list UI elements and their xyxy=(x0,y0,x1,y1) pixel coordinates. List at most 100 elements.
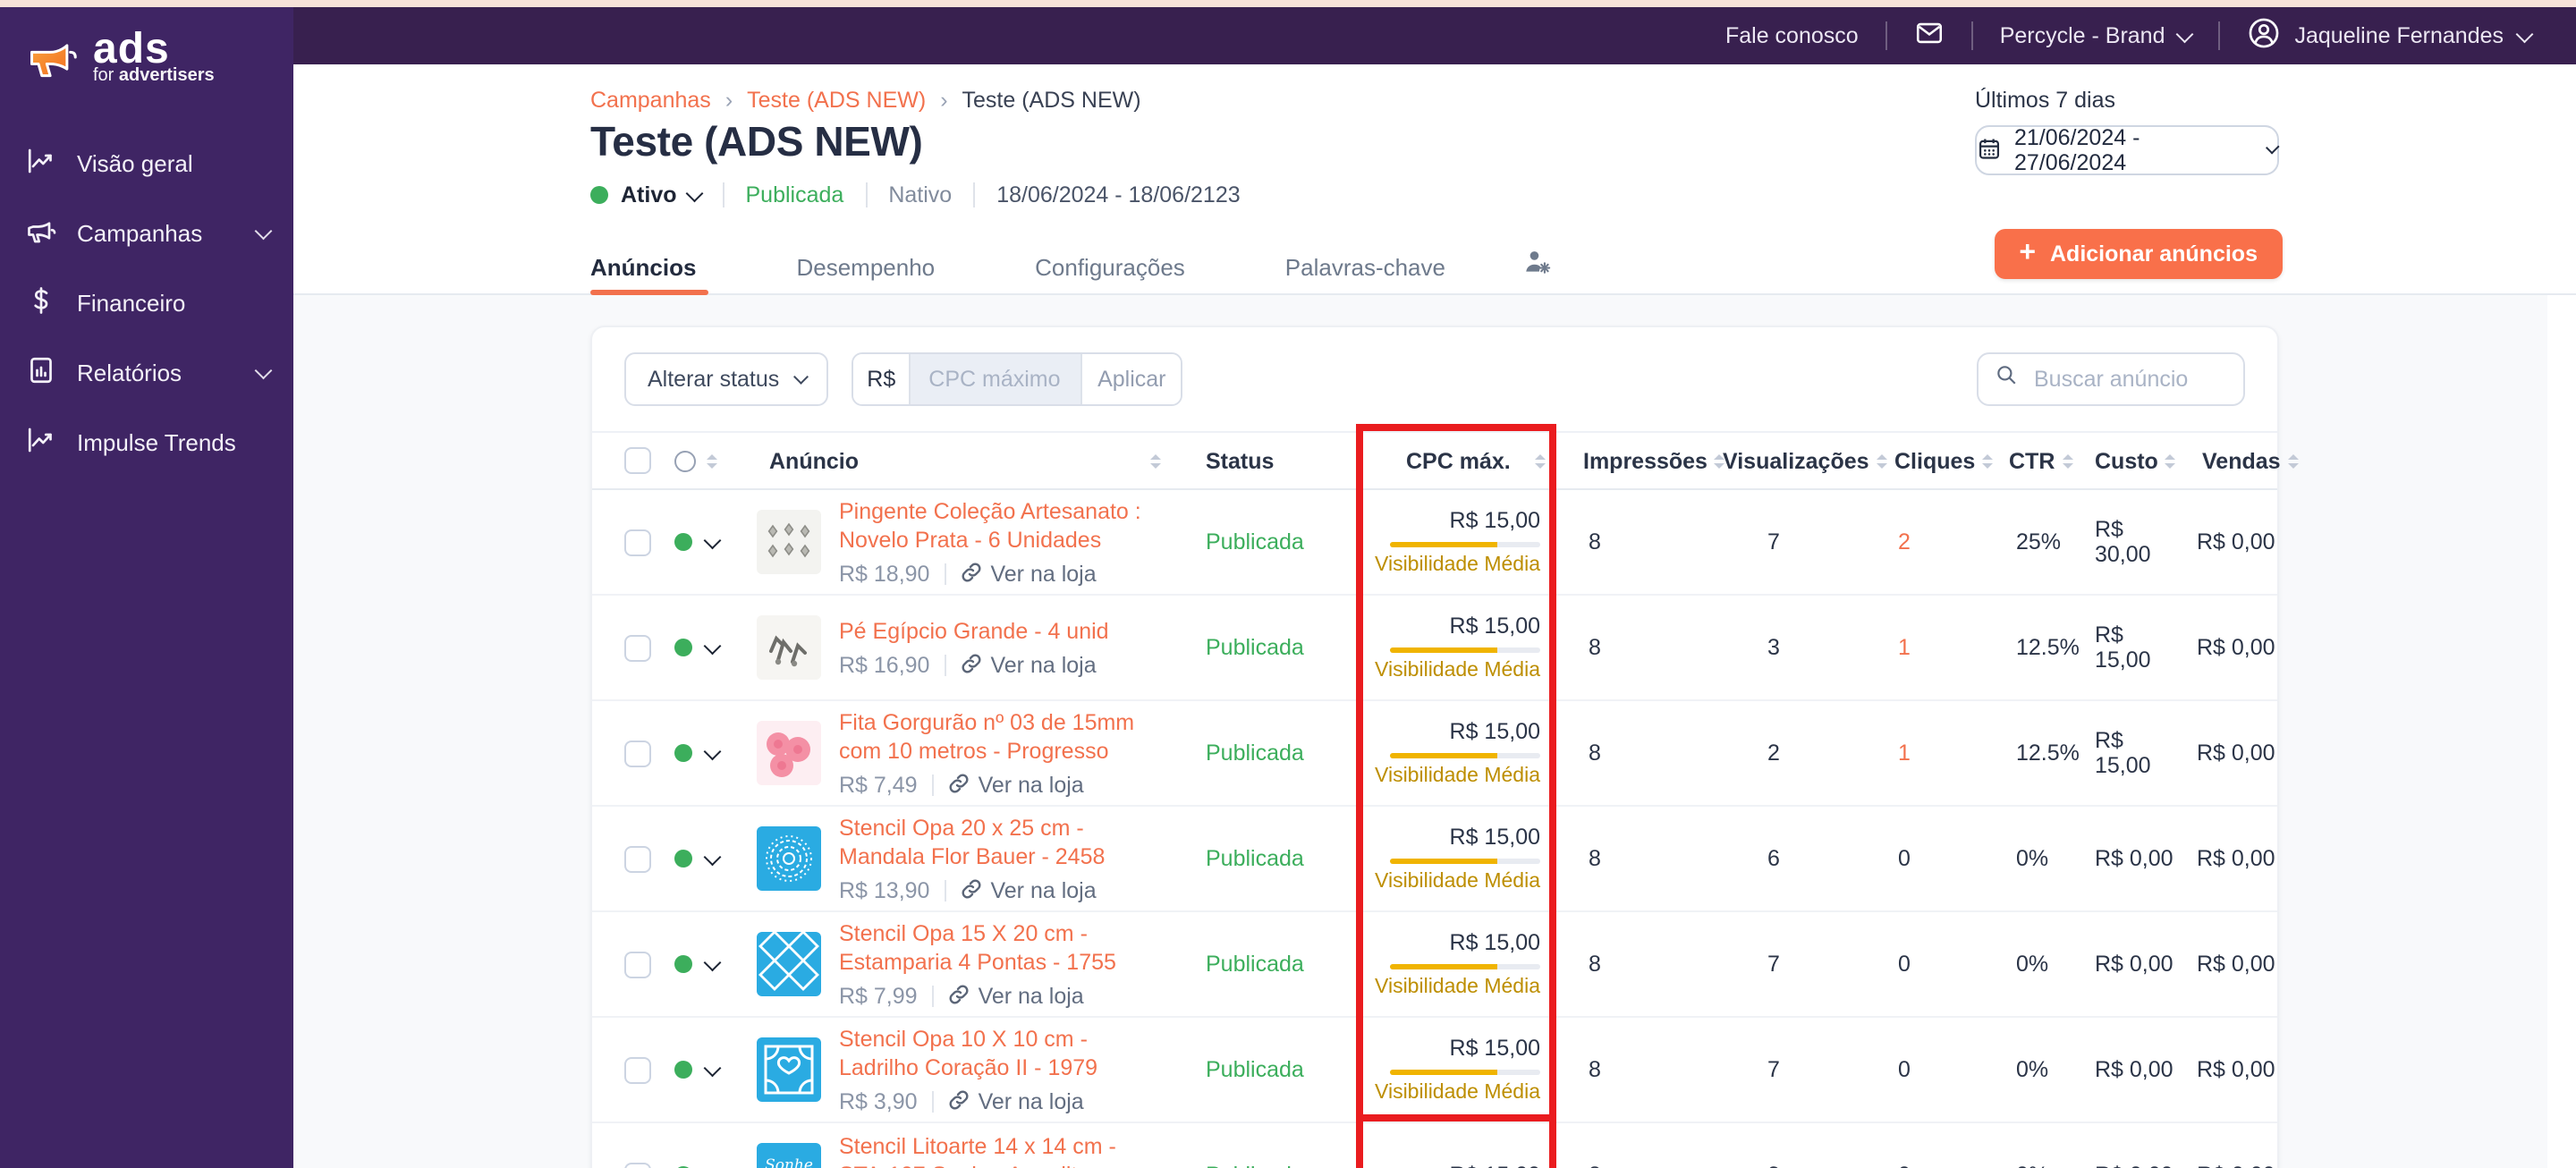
user-menu[interactable]: Jaqueline Fernandes xyxy=(2247,16,2532,55)
column-header-cpc: CPC máx. xyxy=(1406,448,1511,473)
ctr-value: 0% xyxy=(2016,846,2049,871)
column-header-status: Status xyxy=(1206,448,1275,473)
sort-icon[interactable] xyxy=(707,453,717,468)
ctr-value: 12.5% xyxy=(2016,635,2080,660)
scroll-gutter xyxy=(2547,295,2576,1168)
sidebar-item-financeiro[interactable]: Financeiro xyxy=(0,268,293,338)
product-title-link[interactable]: Stencil Opa 15 X 20 cm - Estamparia 4 Po… xyxy=(839,920,1116,974)
product-thumbnail xyxy=(757,721,821,785)
breadcrumb: Campanhas › Teste (ADS NEW) › Teste (ADS NEW… xyxy=(590,88,1141,113)
ctr-value: 0% xyxy=(2016,1057,2049,1082)
sort-icon[interactable] xyxy=(1982,453,1994,468)
product-title-link[interactable]: Pé Egípcio Grande - 4 unid xyxy=(839,618,1109,643)
row-expand-chevron[interactable] xyxy=(704,847,721,865)
breadcrumb-separator: › xyxy=(724,88,733,113)
contact-link[interactable]: Fale conosco xyxy=(1724,23,1859,48)
sidebar-item-impulse-trends[interactable]: Impulse Trends xyxy=(0,408,293,478)
store-link[interactable]: Ver na loja xyxy=(960,561,1097,588)
tabs-bar: Anúncios Desempenho Configurações Palavras-… xyxy=(293,240,2576,295)
visibility-label: Visibilidade Média xyxy=(1375,554,1540,576)
row-expand-chevron[interactable] xyxy=(704,1164,721,1168)
row-expand-chevron[interactable] xyxy=(704,530,721,548)
breadcrumb-item[interactable]: Campanhas xyxy=(590,88,711,113)
sort-icon[interactable] xyxy=(1714,453,1725,468)
row-expand-chevron[interactable] xyxy=(704,741,721,759)
row-checkbox[interactable] xyxy=(624,529,651,555)
brand-selector[interactable]: Percycle - Brand xyxy=(2000,23,2194,48)
person-gear-icon xyxy=(1522,247,1553,286)
visibility-label: Visibilidade Média xyxy=(1375,1082,1540,1104)
row-checkbox[interactable] xyxy=(624,634,651,661)
visibility-label: Visibilidade Média xyxy=(1375,871,1540,893)
product-title-link[interactable]: Pingente Coleção Artesanato : Novelo Pra… xyxy=(839,498,1141,552)
cpc-max-input[interactable] xyxy=(911,354,1081,404)
change-status-dropdown[interactable]: Alterar status xyxy=(624,352,829,406)
product-title-link[interactable]: Stencil Litoarte 14 x 14 cm - STA-107 So… xyxy=(839,1134,1116,1168)
tab-desempenho[interactable]: Desempenho xyxy=(796,253,936,280)
breadcrumb-item[interactable]: Teste (ADS NEW) xyxy=(747,88,927,113)
sidebar-item-vis-o-geral[interactable]: Visão geral xyxy=(0,129,293,199)
sales-value: R$ 0,00 xyxy=(2181,1163,2281,1168)
product-title-link[interactable]: Fita Gorgurão nº 03 de 15mm com 10 metro… xyxy=(839,709,1135,763)
store-link[interactable]: Ver na loja xyxy=(948,983,1084,1010)
sidebar: ads for advertisers Visão geral Campanhas… xyxy=(0,7,293,1168)
row-cpc-cell: R$ 15,00 Visibilidade Média xyxy=(1358,614,1558,681)
row-checkbox[interactable] xyxy=(624,845,651,872)
date-range-button[interactable]: 21/06/2024 - 27/06/2024 xyxy=(1975,125,2280,175)
chevron-down-icon[interactable] xyxy=(686,183,704,201)
column-header-clicks: Cliques xyxy=(1894,448,1976,473)
sort-icon[interactable] xyxy=(2165,453,2176,468)
product-thumbnail xyxy=(757,615,821,680)
row-checkbox[interactable] xyxy=(624,740,651,766)
tab-audience-settings[interactable] xyxy=(1522,240,1553,293)
tab-palavras-chave[interactable]: Palavras-chave xyxy=(1284,253,1445,280)
tab-an-ncios[interactable]: Anúncios xyxy=(590,240,719,295)
sort-icon[interactable] xyxy=(2062,453,2073,468)
app-logo[interactable]: ads for advertisers xyxy=(0,7,293,107)
row-checkbox[interactable] xyxy=(624,1162,651,1168)
tab-configura-es[interactable]: Configurações xyxy=(1035,253,1185,280)
sidebar-item-campanhas[interactable]: Campanhas xyxy=(0,199,293,268)
row-cpc-cell: R$ 15,00 xyxy=(1358,1163,1558,1168)
svg-text:Sonhe: Sonhe xyxy=(765,1156,813,1168)
product-title-link[interactable]: Stencil Opa 20 x 25 cm - Mandala Flor Ba… xyxy=(839,815,1106,868)
add-ads-button[interactable]: + Adicionar anúncios xyxy=(1994,229,2283,279)
row-status: Publicada xyxy=(1206,846,1304,871)
search-input[interactable] xyxy=(2030,365,2227,394)
row-checkbox[interactable] xyxy=(624,1056,651,1083)
report-icon xyxy=(25,354,57,392)
link-icon xyxy=(948,983,970,1010)
store-link[interactable]: Ver na loja xyxy=(948,1088,1084,1115)
row-expand-chevron[interactable] xyxy=(704,952,721,970)
row-status: Publicada xyxy=(1182,1163,1358,1168)
product-title-link[interactable]: Stencil Opa 10 X 10 cm - Ladrilho Coraçã… xyxy=(839,1026,1098,1079)
sort-icon[interactable] xyxy=(1535,453,1546,468)
select-all-checkbox[interactable] xyxy=(624,447,651,474)
campaign-status-row: Ativo Publicada Nativo 18/06/2024 - 18/0… xyxy=(590,182,1241,207)
product-price: R$ 3,90 xyxy=(839,1089,918,1114)
cpc-value: R$ 15,00 xyxy=(1449,719,1540,744)
sidebar-item-relat-rios[interactable]: Relatórios xyxy=(0,338,293,408)
visibility-label: Visibilidade Média xyxy=(1375,977,1540,998)
breadcrumb-item: Teste (ADS NEW) xyxy=(962,88,1141,113)
table-row: Pé Egípcio Grande - 4 unid R$ 16,90 Ver na… xyxy=(592,596,2277,701)
divider xyxy=(931,1091,934,1113)
sort-icon[interactable] xyxy=(1150,453,1161,468)
chevron-down-icon xyxy=(2176,24,2194,42)
search-box xyxy=(1977,352,2245,406)
visibility-bar xyxy=(1390,647,1540,653)
store-link[interactable]: Ver na loja xyxy=(948,772,1084,799)
row-expand-chevron[interactable] xyxy=(704,1058,721,1076)
messages-button[interactable] xyxy=(1914,18,1945,54)
megaphone-icon xyxy=(25,215,57,252)
store-link[interactable]: Ver na loja xyxy=(960,652,1097,679)
sort-icon[interactable] xyxy=(1876,453,1887,468)
divider xyxy=(865,182,868,207)
views-value: 7 xyxy=(1767,952,1780,977)
cost-value: R$ 0,00 xyxy=(2095,952,2174,977)
apply-button[interactable]: Aplicar xyxy=(1080,354,1182,404)
row-expand-chevron[interactable] xyxy=(704,636,721,654)
row-checkbox[interactable] xyxy=(624,951,651,978)
store-link[interactable]: Ver na loja xyxy=(960,877,1097,904)
sort-icon[interactable] xyxy=(2287,453,2299,468)
